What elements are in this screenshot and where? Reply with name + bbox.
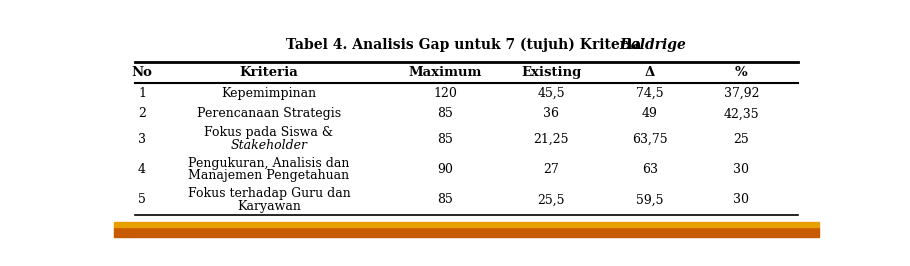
Text: Fokus pada Siswa &: Fokus pada Siswa &: [205, 126, 333, 139]
Text: 85: 85: [438, 193, 453, 206]
Text: 27: 27: [543, 163, 559, 176]
Text: Stakeholder: Stakeholder: [230, 139, 308, 152]
Text: Δ: Δ: [644, 66, 655, 79]
Text: 30: 30: [733, 163, 750, 176]
Text: Baldrige: Baldrige: [620, 38, 686, 52]
Text: Kepemimpinan: Kepemimpinan: [221, 87, 317, 100]
Text: 37,92: 37,92: [723, 87, 759, 100]
Text: 85: 85: [438, 133, 453, 146]
Text: 85: 85: [438, 107, 453, 120]
Text: Manajemen Pengetahuan: Manajemen Pengetahuan: [188, 169, 349, 182]
Text: 120: 120: [433, 87, 457, 100]
Text: 2: 2: [138, 107, 146, 120]
Text: Perencanaan Strategis: Perencanaan Strategis: [197, 107, 341, 120]
Text: 1: 1: [138, 87, 146, 100]
Text: 74,5: 74,5: [636, 87, 663, 100]
Text: 30: 30: [733, 193, 750, 206]
Text: Karyawan: Karyawan: [237, 200, 301, 213]
Text: Fokus terhadap Guru dan: Fokus terhadap Guru dan: [187, 187, 350, 200]
Text: 63: 63: [642, 163, 658, 176]
Text: 25,5: 25,5: [537, 193, 565, 206]
Text: 49: 49: [642, 107, 658, 120]
Text: %: %: [735, 66, 748, 79]
Text: No: No: [132, 66, 152, 79]
Text: 90: 90: [438, 163, 453, 176]
Text: 3: 3: [138, 133, 146, 146]
Text: 45,5: 45,5: [537, 87, 565, 100]
Text: 36: 36: [543, 107, 559, 120]
Text: Pengukuran, Analisis dan: Pengukuran, Analisis dan: [188, 157, 349, 170]
Bar: [114, 222, 819, 227]
Text: Tabel 4. Analisis Gap untuk 7 (tujuh) Kriteria: Tabel 4. Analisis Gap untuk 7 (tujuh) Kr…: [287, 38, 646, 52]
Text: 21,25: 21,25: [533, 133, 569, 146]
Text: 5: 5: [138, 193, 146, 206]
Text: Existing: Existing: [521, 66, 581, 79]
Text: 59,5: 59,5: [636, 193, 663, 206]
Text: Kriteria: Kriteria: [239, 66, 298, 79]
Text: 4: 4: [138, 163, 146, 176]
Text: 25: 25: [733, 133, 749, 146]
Text: 42,35: 42,35: [723, 107, 759, 120]
Text: 63,75: 63,75: [632, 133, 668, 146]
Text: Maximum: Maximum: [409, 66, 482, 79]
Bar: [114, 227, 819, 237]
